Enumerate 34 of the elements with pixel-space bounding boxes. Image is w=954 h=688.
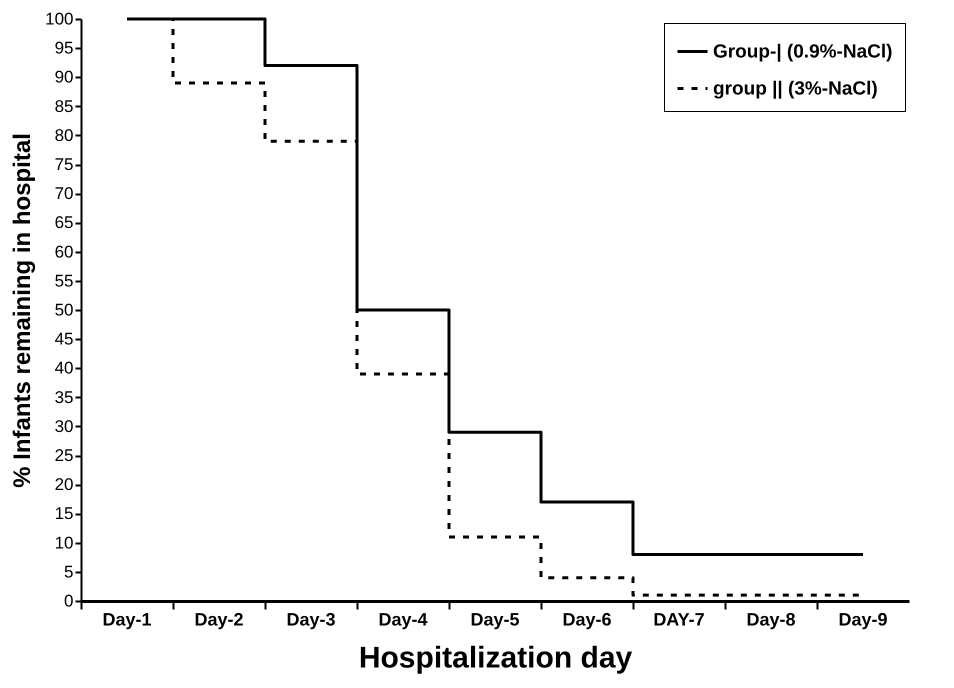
y-tick-label: 15 [54, 504, 74, 524]
y-tick-label: 35 [54, 388, 74, 407]
y-tick-label: 5 [64, 562, 74, 582]
x-tick-label: DAY-7 [653, 610, 705, 630]
y-tick-label: 0 [64, 592, 74, 610]
y-tick-label: 100 [45, 10, 74, 28]
x-tick-label: Day-1 [102, 610, 152, 630]
y-tick-label: 65 [54, 213, 74, 232]
y-tick-label: 25 [54, 446, 74, 465]
x-tick-label: Day-9 [838, 610, 888, 630]
y-tick-label: 95 [54, 38, 74, 58]
y-tick-label: 90 [54, 68, 74, 87]
y-tick-label: 75 [54, 155, 74, 174]
y-tick-label: 50 [54, 300, 74, 320]
y-tick-label: 70 [54, 184, 74, 204]
y-tick-label: 20 [54, 475, 74, 494]
legend-label: Group-| (0.9%-NaCl) [713, 42, 892, 62]
x-tick-label: Day-5 [470, 610, 520, 630]
x-tick-label: Day-2 [194, 610, 244, 630]
x-tick-label: Day-8 [746, 610, 796, 630]
y-tick-label: 85 [54, 96, 74, 116]
x-axis-title: Hospitalization day [358, 642, 632, 674]
y-tick-label: 60 [54, 242, 74, 262]
y-tick-label: 30 [54, 416, 74, 436]
y-tick-label: 80 [54, 126, 74, 145]
x-tick-label: Day-6 [562, 610, 612, 630]
y-axis-title: % Infants remaining in hospital [9, 133, 36, 488]
y-tick-label: 10 [54, 533, 74, 552]
legend-label: group || (3%-NaCl) [713, 78, 878, 100]
y-tick-label: 55 [54, 271, 74, 290]
y-tick-label: 40 [54, 358, 74, 378]
x-tick-label: Day-3 [286, 610, 336, 630]
y-tick-label: 45 [54, 330, 74, 349]
x-tick-label: Day-4 [378, 610, 428, 630]
